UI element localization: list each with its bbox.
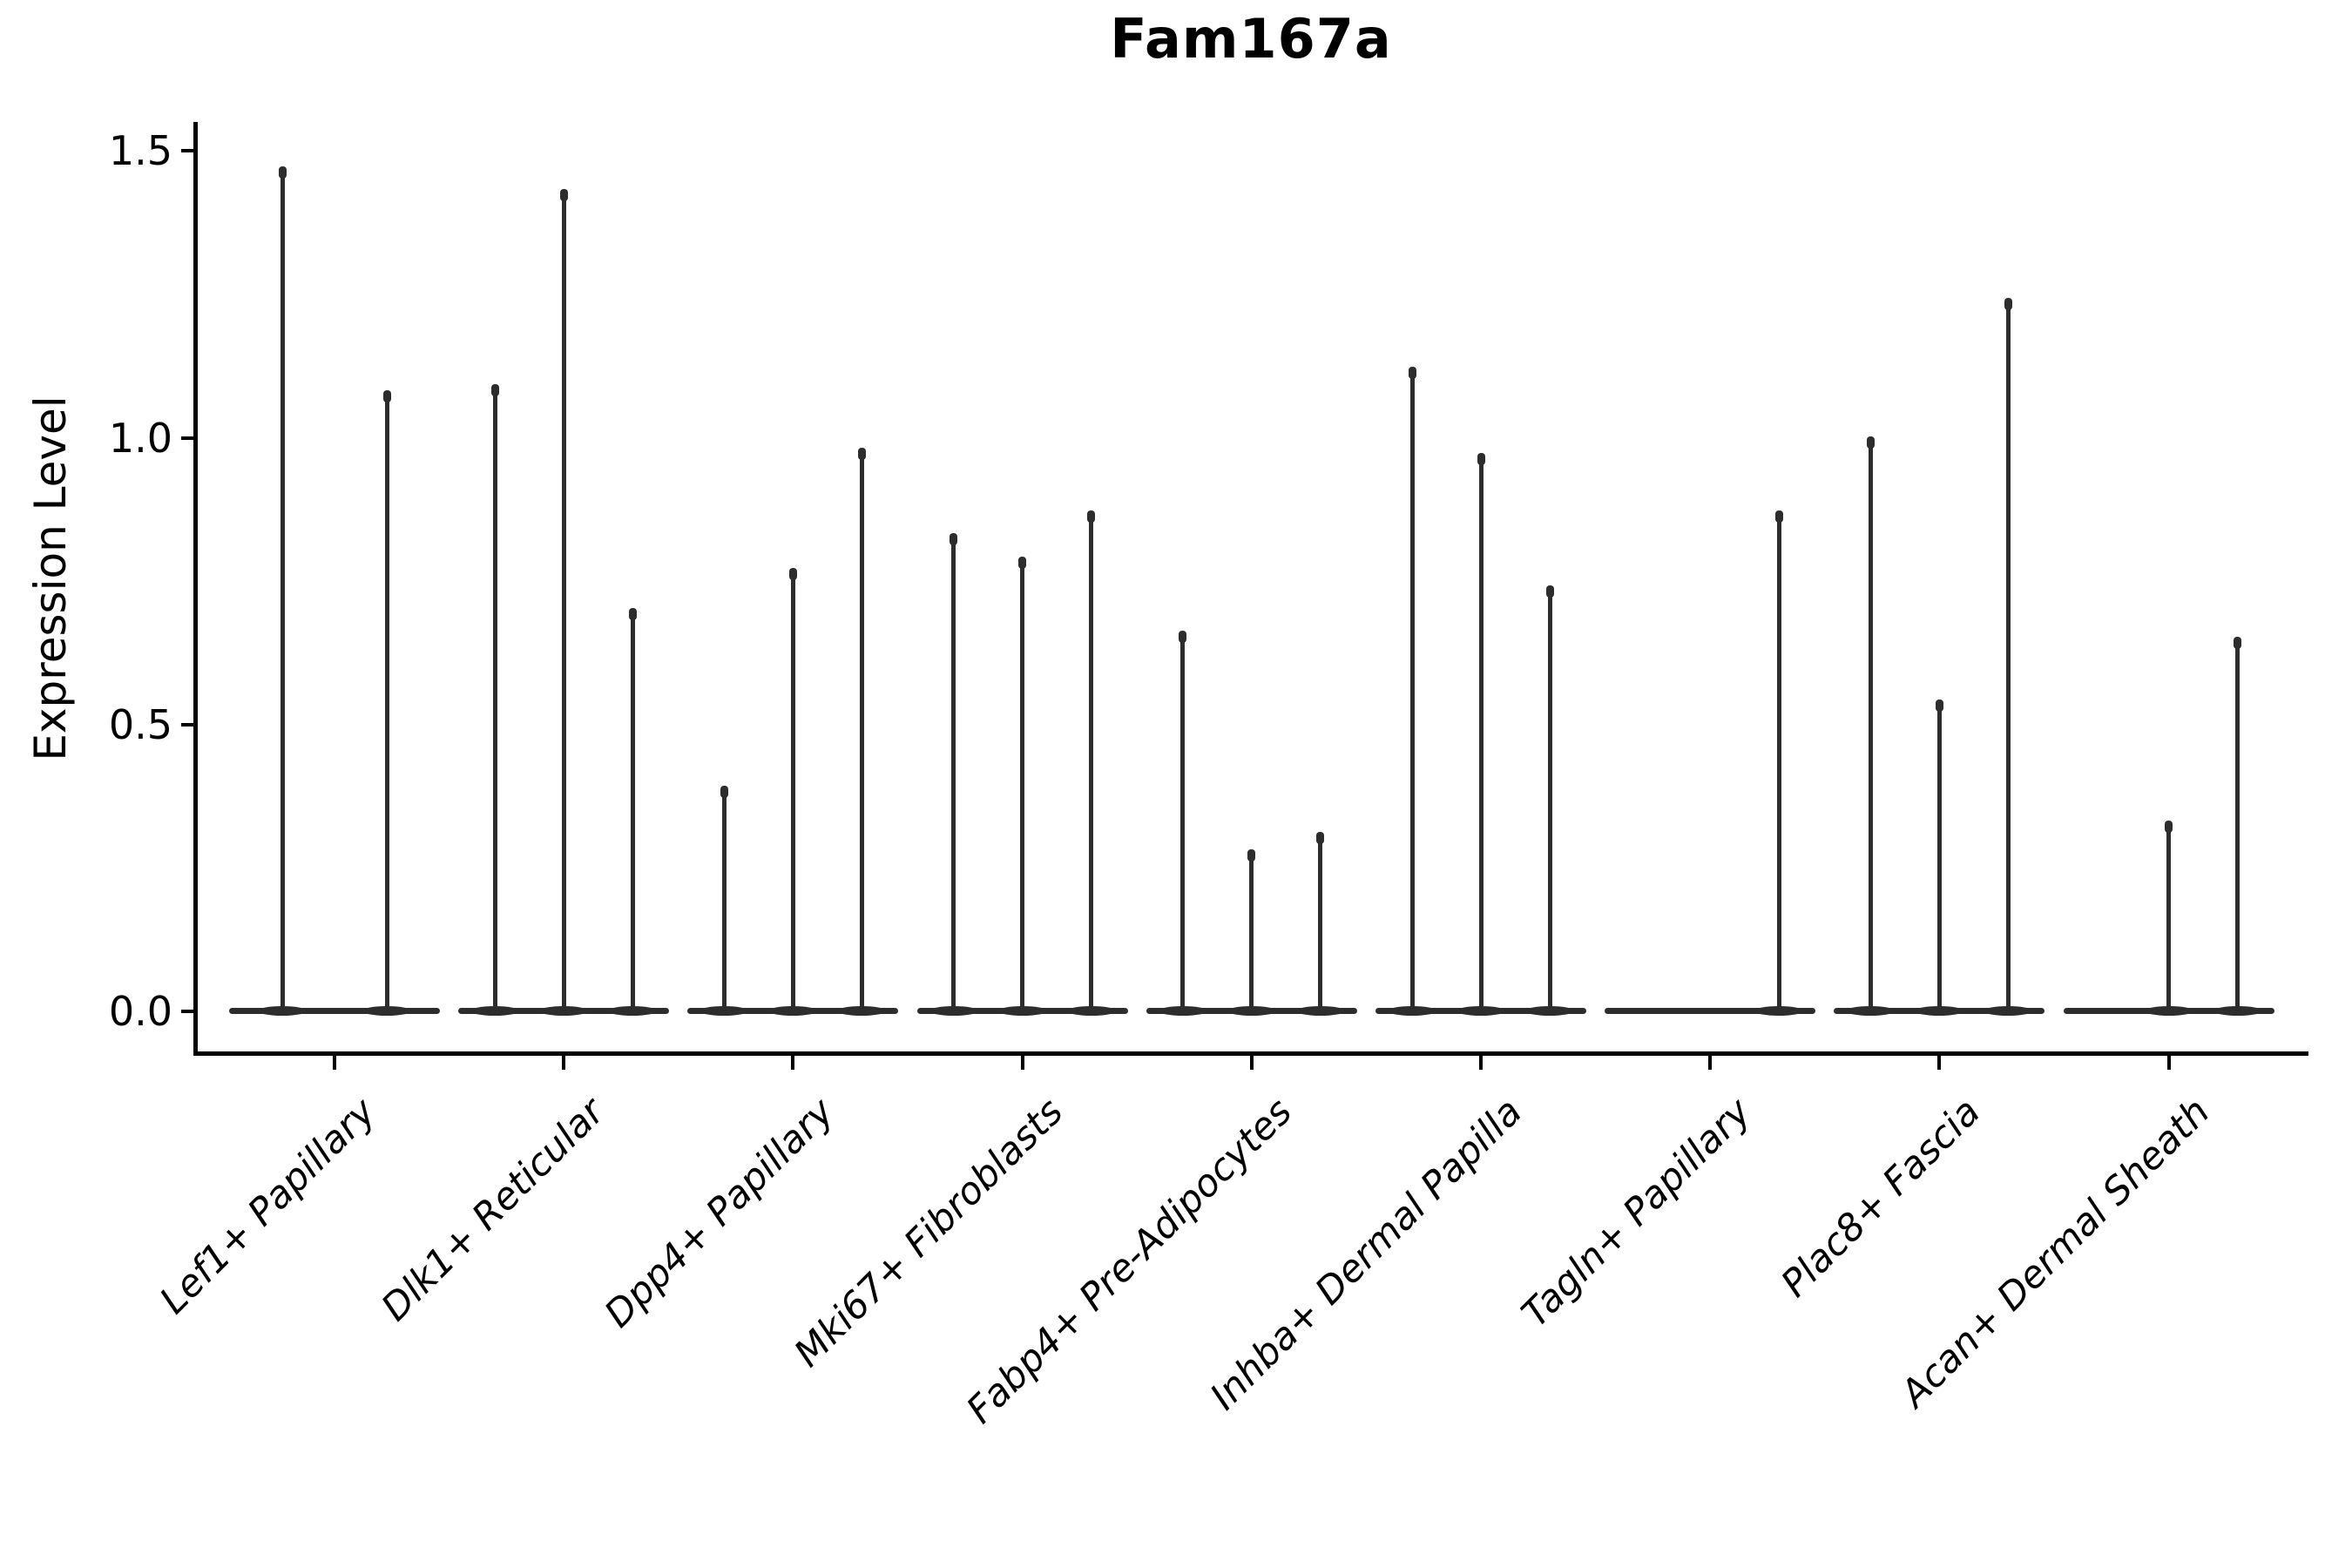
y-tick-mark (181, 149, 196, 153)
violin-spike (1936, 701, 1942, 1014)
x-tick-label: Tagln+ Papillary (1513, 1090, 1760, 1336)
x-tick-mark (1937, 1056, 1942, 1070)
violin-spike (492, 386, 497, 1014)
x-tick-mark (2166, 1056, 2171, 1070)
x-tick-mark (333, 1056, 336, 1070)
violin-spike (859, 449, 864, 1014)
y-tick-label: 1.5 (108, 127, 172, 175)
violin-spike-tip (2004, 298, 2012, 311)
violin-spike-tip (788, 567, 797, 580)
violin-spike (1089, 512, 1094, 1014)
chart-title: Fam167a (1110, 7, 1392, 71)
violin-spike-tip (382, 389, 391, 402)
x-tick-label: Plac8+ Fascia (1773, 1090, 1990, 1307)
violin-spike (280, 168, 285, 1014)
violin-spike (1409, 368, 1415, 1014)
violin-spike-tip (278, 166, 287, 179)
y-tick-label: 0.5 (108, 700, 172, 748)
violin-spike (1547, 586, 1552, 1014)
violin-baseline (1605, 1008, 1816, 1014)
violin-spike (2166, 821, 2172, 1014)
violin-spike (2235, 638, 2240, 1014)
x-tick-mark (1020, 1056, 1024, 1070)
violin-spike-tip (1018, 556, 1027, 569)
y-tick-label: 0.0 (108, 988, 172, 1035)
x-tick-label: Dpp4+ Papillary (596, 1090, 843, 1336)
violin-spike (790, 569, 795, 1014)
violin-spike-tip (1408, 367, 1416, 380)
y-tick-mark (181, 1010, 196, 1013)
y-tick-label: 1.0 (108, 414, 172, 462)
x-tick-mark (562, 1056, 566, 1070)
violin-spike-tip (2165, 820, 2173, 833)
violin-spike-tip (1545, 585, 1554, 598)
violin-spike (1249, 850, 1254, 1014)
x-tick-mark (791, 1056, 795, 1070)
violin-spike (384, 391, 389, 1014)
violin-spike (951, 535, 956, 1014)
violin-spike-tip (1087, 510, 1096, 524)
violin-spike-tip (1477, 453, 1485, 466)
violin-spike (1478, 455, 1484, 1014)
violin-spike-tip (1316, 831, 1325, 844)
x-tick-label: Lef1+ Papillary (151, 1090, 384, 1323)
violin-spike-tip (559, 189, 568, 202)
y-axis-spine (193, 122, 198, 1056)
violin-spike (1776, 512, 1781, 1014)
violin-spike-tip (628, 608, 637, 621)
violin-spike (561, 191, 566, 1014)
violin-spike-tip (2234, 636, 2242, 649)
y-axis-label: Expression Level (25, 395, 76, 761)
violin-spike-tip (1935, 700, 1943, 713)
x-tick-mark (1708, 1056, 1713, 1070)
y-tick-mark (181, 436, 196, 440)
x-tick-label: Dlk1+ Reticular (373, 1090, 613, 1330)
violin-spike-tip (1866, 436, 1875, 449)
violin-spike (1020, 558, 1025, 1014)
violin-spike-tip (1774, 510, 1783, 524)
violin-spike (1180, 632, 1186, 1014)
violin-baseline (229, 1008, 440, 1014)
y-tick-mark (181, 722, 196, 727)
violin-spike (630, 610, 635, 1014)
violin-spike-tip (490, 384, 499, 397)
x-tick-mark (1249, 1056, 1254, 1070)
violin-spike-tip (1179, 631, 1187, 644)
violin-spike (1868, 437, 1873, 1014)
x-tick-mark (1479, 1056, 1483, 1070)
violin-spike-tip (857, 447, 866, 460)
violin-spike-tip (950, 533, 958, 546)
x-axis-spine (193, 1051, 2308, 1056)
violin-spike (2005, 300, 2011, 1014)
violin-spike (721, 787, 727, 1014)
violin-spike (1318, 833, 1323, 1014)
violin-spike-tip (720, 786, 728, 799)
violin-spike-tip (1247, 848, 1256, 862)
